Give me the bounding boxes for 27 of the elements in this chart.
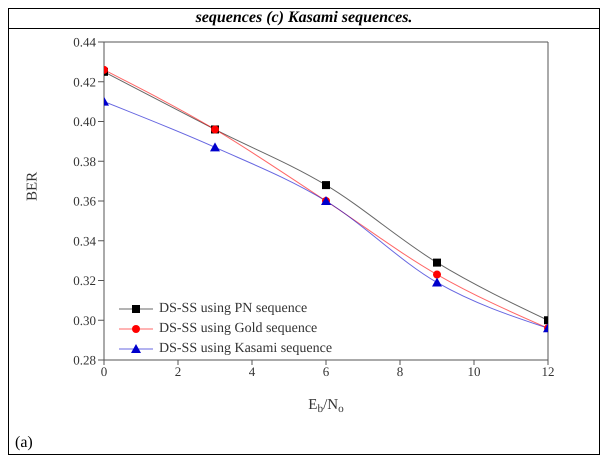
- x-axis-title: E$_{b}$/N$_{o}$: [308, 397, 344, 416]
- point: [210, 142, 220, 152]
- x-tick-label: 6: [322, 364, 330, 380]
- y-axis-title: BER: [24, 172, 40, 201]
- y-tick-label: 0.42: [73, 74, 96, 90]
- legend-label: DS-SS using PN sequence: [159, 300, 308, 318]
- x-tick-label: 4: [248, 364, 256, 380]
- y-tick-label: 0.38: [73, 154, 96, 169]
- point: [433, 258, 441, 267]
- y-tick-label: 0.36: [73, 194, 96, 209]
- y-tick-label: 0.32: [73, 273, 96, 288]
- x-tick-label: 2: [174, 364, 182, 380]
- chart-title: sequences (c) Kasami sequences.: [194, 9, 414, 27]
- point: [432, 277, 442, 286]
- x-tick-label: 8: [396, 364, 404, 380]
- text: (a): [15, 434, 33, 452]
- y-tick-label: 0.34: [73, 233, 96, 248]
- y-tick-label: 0.40: [73, 114, 96, 130]
- x-tick-label: 10: [468, 364, 480, 380]
- y-tick-label: 0.28: [73, 352, 96, 368]
- point: [322, 181, 330, 190]
- x-tick-label: 12: [542, 364, 554, 380]
- y-tick-label: 0.44: [73, 34, 96, 50]
- legend-label: DS-SS using Gold sequence: [159, 320, 318, 338]
- x-tick-label: 0: [100, 364, 108, 380]
- y-tick-label: 0.30: [73, 312, 96, 328]
- legend-label: DS-SS using Kasami sequence: [159, 340, 332, 358]
